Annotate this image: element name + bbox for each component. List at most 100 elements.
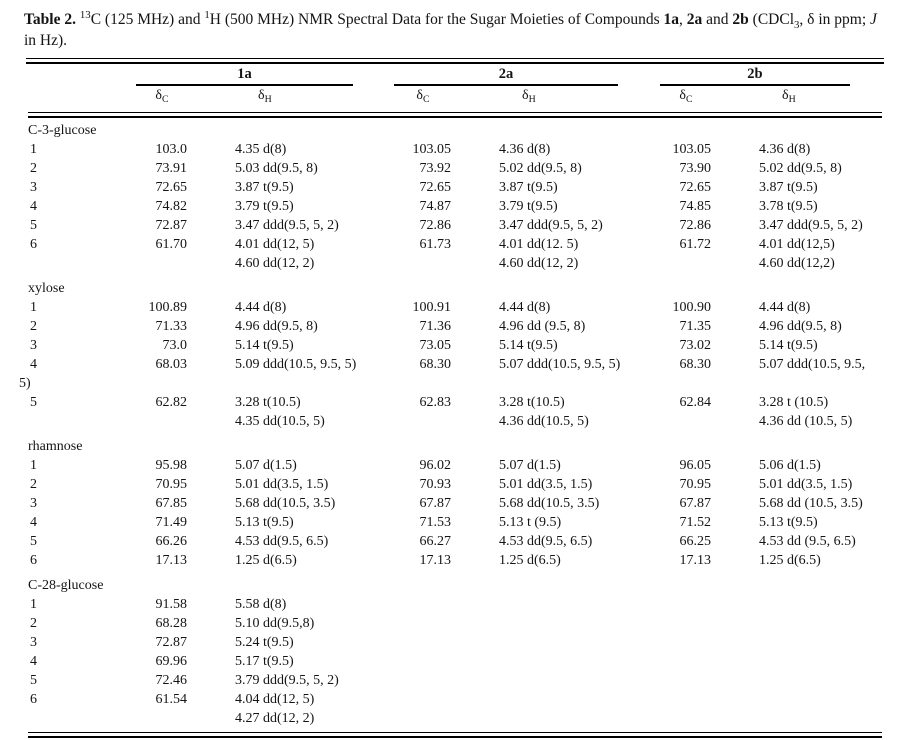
delta-c-value: 61.54 (155, 692, 188, 707)
delta-h-line: 3.87 t(9.5) (759, 180, 818, 195)
data-row: 3 73.0 5.14 t(9.5) 73.05 5.14 t(9.5) 73.02 5.1… (28, 336, 882, 355)
delta-h-line: 5.06 d(1.5) (759, 458, 821, 473)
position-label: 2 (30, 616, 37, 631)
delta-h-value: 1.25 d(6.5) (457, 551, 655, 570)
delta-h-line: 5.13 t(9.5) (759, 515, 818, 530)
section-row: rhamnose (28, 431, 882, 456)
delta-h-line: 4.27 dd(12, 2) (235, 711, 315, 726)
delta-h-value: 4.96 dd(9.5, 8) (717, 317, 882, 336)
delta-h-line: 5.01 dd(3.5, 1.5) (759, 477, 853, 492)
delta-h-value: 3.47 ddd(9.5, 5, 2) (193, 216, 389, 235)
delta-c-value (389, 614, 457, 633)
caption-segment: and (702, 11, 733, 28)
delta-h-line: 4.96 dd (9.5, 8) (499, 319, 586, 334)
delta-h-value: 5.07 d(1.5) (457, 456, 655, 475)
position-label: 3 (30, 338, 37, 353)
nmr-data-table: 1a 2a 2b δC δH δC δH δC δH C-3-glucose 1 103.0 4.35… (19, 64, 883, 738)
delta-c-value: 66.27 (419, 534, 452, 549)
delta-h-line: 5.07 d(1.5) (499, 458, 561, 473)
delta-c-value: 70.93 (419, 477, 452, 492)
delta-c-value (389, 652, 457, 671)
delta-h-value: 5.14 t(9.5) (193, 336, 389, 355)
delta-h-value: 5.10 dd(9.5,8) (193, 614, 389, 633)
delta-h-value: 5.07 ddd(10.5, 9.5, 5) (457, 355, 655, 374)
data-row: 4 69.96 5.17 t(9.5) (28, 652, 882, 671)
section-name: xylose (28, 281, 65, 296)
delta-c-value: 68.28 (155, 616, 188, 631)
delta-c-value: 73.0 (162, 338, 188, 353)
delta-subscript: C (423, 94, 430, 105)
delta-c-value (131, 374, 193, 393)
position-label: 4 (30, 515, 37, 530)
delta-h-value: 5.01 dd(3.5, 1.5) (457, 475, 655, 494)
data-row: 4 68.03 5.09 ddd(10.5, 9.5, 5) 68.30 5.07 dd… (28, 355, 882, 374)
delta-h-value: 4.96 dd (9.5, 8) (457, 317, 655, 336)
delta-h-value: 4.44 d(8) (193, 298, 389, 317)
delta-h-line: 1.25 d(6.5) (499, 553, 561, 568)
delta-h-line: 4.60 dd(12, 2) (235, 256, 315, 271)
delta-h-value: 4.96 dd(9.5, 8) (193, 317, 389, 336)
delta-c-value: 100.90 (672, 300, 712, 315)
delta-h-value: 5.68 dd (10.5, 3.5) (717, 494, 882, 513)
delta-h-value: 5.03 dd(9.5, 8) (193, 159, 389, 178)
delta-h-value: 5.68 dd(10.5, 3.5) (457, 494, 655, 513)
delta-h-value: 4.53 dd(9.5, 6.5) (193, 532, 389, 551)
position-label: 1 (30, 142, 37, 157)
header-rule-cell (28, 109, 883, 118)
delta-c-value (655, 614, 717, 633)
delta-h-value: 3.28 t (10.5) 4.36 dd (10.5, 5) (717, 393, 882, 431)
delta-h-line: 4.36 dd(10.5, 5) (499, 414, 589, 429)
delta-h-value (193, 374, 389, 393)
delta-c-value: 95.98 (155, 458, 188, 473)
section-row: C-28-glucose (28, 570, 882, 595)
position-label: 2 (30, 161, 37, 176)
position-label: 2 (30, 319, 37, 334)
group-underline: 1a (136, 64, 353, 86)
delta-c-value: 100.89 (148, 300, 188, 315)
caption-segment: J (870, 11, 877, 28)
delta-symbol: δ (782, 88, 789, 103)
header-rule (28, 112, 883, 118)
delta-h-value (717, 374, 882, 393)
delta-h-value: 1.25 d(6.5) (193, 551, 389, 570)
section-name: C-28-glucose (28, 578, 104, 593)
delta-h-line: 3.28 t(10.5) (499, 395, 565, 410)
delta-h-value: 1.25 d(6.5) (717, 551, 882, 570)
group-label: 2b (747, 66, 763, 82)
subheader-spacer (28, 86, 131, 109)
delta-h-value (457, 671, 655, 690)
delta-subscript: H (528, 94, 536, 105)
col-header-delta-h: δH (717, 86, 882, 109)
position-label: 4 (30, 357, 37, 372)
delta-c-value: 73.05 (419, 338, 452, 353)
delta-h-line: 4.53 dd(9.5, 6.5) (499, 534, 593, 549)
data-row: 5 72.87 3.47 ddd(9.5, 5, 2) 72.86 3.47 ddd(9… (28, 216, 882, 235)
delta-c-value: 71.53 (419, 515, 452, 530)
delta-subscript: H (788, 94, 796, 105)
delta-h-line: 5.13 t(9.5) (235, 515, 294, 530)
delta-h-line: 4.53 dd (9.5, 6.5) (759, 534, 856, 549)
delta-h-value: 4.35 d(8) (193, 140, 389, 159)
delta-h-line: 4.96 dd(9.5, 8) (759, 319, 842, 334)
delta-h-line: 3.87 t(9.5) (499, 180, 558, 195)
delta-h-value: 5.13 t(9.5) (193, 513, 389, 532)
delta-c-value (389, 633, 457, 652)
subheader-row: δC δH δC δH δC δH (28, 86, 882, 109)
position-label: 6 (30, 692, 37, 707)
delta-c-value: 103.05 (412, 142, 452, 157)
delta-h-line: 5.13 t (9.5) (499, 515, 562, 530)
delta-h-line: 5.07 ddd(10.5, 9.5, 5) (499, 357, 621, 372)
delta-h-value: 5.14 t(9.5) (717, 336, 882, 355)
delta-c-value (389, 374, 457, 393)
delta-h-value: 3.87 t(9.5) (193, 178, 389, 197)
delta-h-line: 3.87 t(9.5) (235, 180, 294, 195)
delta-h-line: 4.04 dd(12, 5) (235, 692, 315, 707)
delta-h-value: 4.01 dd(12, 5) 4.60 dd(12, 2) (193, 235, 389, 273)
data-row: 5 72.46 3.79 ddd(9.5, 5, 2) (28, 671, 882, 690)
delta-h-line: 5.10 dd(9.5,8) (235, 616, 315, 631)
delta-c-value: 67.85 (155, 496, 188, 511)
data-row: 3 67.85 5.68 dd(10.5, 3.5) 67.87 5.68 dd(10.… (28, 494, 882, 513)
delta-h-line: 4.36 d(8) (499, 142, 551, 157)
delta-h-line: 3.78 t(9.5) (759, 199, 818, 214)
delta-c-value (389, 595, 457, 614)
